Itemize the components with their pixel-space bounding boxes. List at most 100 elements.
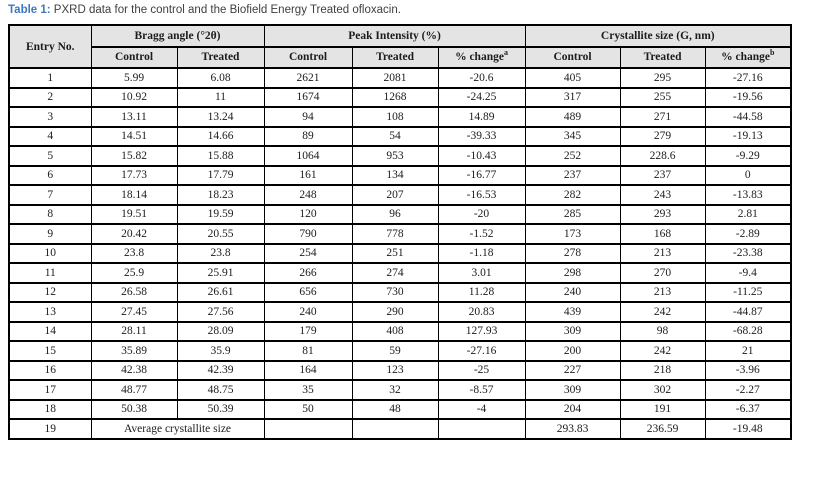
table-cell: -20	[437, 203, 526, 225]
table-cell: 13.11	[90, 106, 178, 128]
table-cell: 18.14	[90, 184, 178, 206]
table-caption-text: PXRD data for the control and the Biofie…	[50, 4, 401, 16]
table-cell: 293.83	[524, 418, 621, 440]
table-cell: 14.51	[90, 125, 178, 147]
table-cell: -11.25	[704, 281, 792, 303]
table-cell: 10	[8, 242, 92, 264]
table-cell: 20.42	[90, 223, 178, 245]
table-cell: 240	[263, 301, 353, 323]
table-cell: 237	[619, 164, 706, 186]
table-cell: 240	[524, 281, 621, 303]
table-cell: 228.6	[619, 145, 706, 167]
table-cell: 1268	[351, 86, 439, 108]
table-cell: 108	[351, 106, 439, 128]
table-cell: 59	[351, 340, 439, 362]
table-cell: 248	[263, 184, 353, 206]
table-cell: 14.66	[176, 125, 265, 147]
table-cell: 48.75	[176, 379, 265, 401]
table-row: 1 5.99 6.08 2621 2081 -20.6 405 295 -27.16	[8, 67, 792, 89]
table-cell: 27.56	[176, 301, 265, 323]
pxrd-data-table: Entry No. Bragg angle (°2θ) Peak Intensi…	[8, 24, 793, 440]
table-cell: 32	[351, 379, 439, 401]
table-row: 4 14.51 14.66 89 54 -39.33 345 279 -19.13	[8, 125, 792, 147]
table-cell: 10.92	[90, 86, 178, 108]
table-cell: 5	[8, 145, 92, 167]
table-cell: 96	[351, 203, 439, 225]
table-caption-label: Table 1:	[8, 4, 51, 16]
table-cell: 251	[351, 242, 439, 264]
table-cell: 23.8	[90, 242, 178, 264]
table-cell: 27.45	[90, 301, 178, 323]
table-cell: 48	[351, 398, 439, 420]
table-cell: 8	[8, 203, 92, 225]
table-cell: 25.9	[90, 262, 178, 284]
table-row: 2 10.92 11 1674 1268 -24.25 317 255 -19.56	[8, 86, 792, 108]
table-cell: 236.59	[619, 418, 706, 440]
table-cell: -20.6	[437, 67, 526, 89]
table-cell: 243	[619, 184, 706, 206]
table-cell: 0	[704, 164, 792, 186]
header-bragg-treated: Treated	[176, 45, 265, 69]
table-cell: 81	[263, 340, 353, 362]
table-cell: -19.48	[704, 418, 792, 440]
table-row: 5 15.82 15.88 1064 953 -10.43 252 228.6 -9.29	[8, 145, 792, 167]
table-cell: 2	[8, 86, 92, 108]
table-cell: 1	[8, 67, 92, 89]
table-cell: -19.56	[704, 86, 792, 108]
table-cell: 2.81	[704, 203, 792, 225]
header-peak-control: Control	[263, 45, 353, 69]
table-cell: 19.51	[90, 203, 178, 225]
header-peak-pct-change-label: % change	[455, 51, 504, 64]
table-row: 17 48.77 48.75 35 32 -8.57 309 302 -2.27	[8, 379, 792, 401]
table-row: 11 25.9 25.91 266 274 3.01 298 270 -9.4	[8, 262, 792, 284]
table-cell: -25	[437, 359, 526, 381]
table-cell: 405	[524, 67, 621, 89]
header-peak-pct-change-sup: a	[503, 48, 508, 58]
header-group-row: Entry No. Bragg angle (°2θ) Peak Intensi…	[8, 24, 792, 69]
header-group-bragg-angle: Bragg angle (°2θ)	[90, 24, 265, 48]
table-row: 8 19.51 19.59 120 96 -20 285 293 2.81	[8, 203, 792, 225]
table-cell: 13.24	[176, 106, 265, 128]
table-cell: 18	[8, 398, 92, 420]
table-cell: -4	[437, 398, 526, 420]
table-cell: 1674	[263, 86, 353, 108]
table-cell: 3	[8, 106, 92, 128]
table-cell: 11	[176, 86, 265, 108]
table-cell: -13.83	[704, 184, 792, 206]
table-cell: 6.08	[176, 67, 265, 89]
table-row: 10 23.8 23.8 254 251 -1.18 278 213 -23.38	[8, 242, 792, 264]
table-cell: -16.77	[437, 164, 526, 186]
header-cryst-pct-change-label: % change	[721, 51, 770, 64]
table-cell: 207	[351, 184, 439, 206]
table-cell: 9	[8, 223, 92, 245]
table-cell: 50.38	[90, 398, 178, 420]
table-cell: 204	[524, 398, 621, 420]
table-cell: 15	[8, 340, 92, 362]
header-cryst-pct-change: % changeb	[704, 45, 792, 69]
table-row: 7 18.14 18.23 248 207 -16.53 282 243 -13.83	[8, 184, 792, 206]
table-cell: 26.61	[176, 281, 265, 303]
table-cell: 50	[263, 398, 353, 420]
table-cell: 48.77	[90, 379, 178, 401]
table-cell: 293	[619, 203, 706, 225]
table-cell: -10.43	[437, 145, 526, 167]
table-cell: 191	[619, 398, 706, 420]
header-entry-no: Entry No.	[8, 24, 92, 69]
table-cell: 13	[8, 301, 92, 323]
table-cell: 17.73	[90, 164, 178, 186]
table-cell: 89	[263, 125, 353, 147]
table-cell: -24.25	[437, 86, 526, 108]
table-cell: 218	[619, 359, 706, 381]
table-cell: 317	[524, 86, 621, 108]
table-cell: 19	[8, 418, 92, 440]
table-cell: 54	[351, 125, 439, 147]
table-cell: 213	[619, 281, 706, 303]
header-peak-pct-change: % changea	[437, 45, 526, 69]
table-cell: 15.88	[176, 145, 265, 167]
table-cell: -1.18	[437, 242, 526, 264]
table-cell: 2621	[263, 67, 353, 89]
table-cell: 255	[619, 86, 706, 108]
table-cell: -23.38	[704, 242, 792, 264]
table-cell: 120	[263, 203, 353, 225]
